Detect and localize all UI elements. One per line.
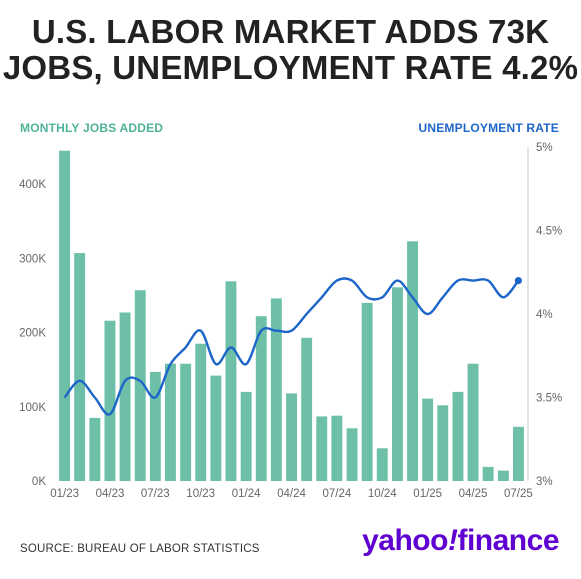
- jobs-bar: [134, 290, 146, 481]
- jobs-bar: [225, 281, 237, 481]
- jobs-bar: [286, 393, 297, 481]
- jobs-bar: [452, 391, 464, 481]
- jobs-bar: [119, 312, 131, 481]
- unemployment-line: [63, 277, 520, 416]
- jobs-bar: [89, 417, 101, 481]
- jobs-bar: [392, 287, 403, 481]
- jobs-bar: [240, 391, 252, 481]
- x-axis-tick-label: 07/25: [504, 488, 533, 500]
- jobs-bar: [437, 405, 449, 481]
- jobs-bar: [59, 150, 70, 481]
- x-axis-tick-label: 01/23: [50, 488, 79, 500]
- jobs-bar: [270, 298, 282, 481]
- right-axis-tick-label: 4.5%: [536, 226, 562, 238]
- jobs-bar: [210, 375, 222, 481]
- right-axis-label: UNEMPLOYMENT RATE: [418, 121, 559, 135]
- jobs-bar: [301, 337, 313, 481]
- left-axis-tick-label: 400K: [19, 179, 46, 191]
- left-axis-tick-label: 200K: [19, 328, 46, 340]
- logo-bang: !: [447, 524, 458, 557]
- left-axis-tick-label: 100K: [19, 402, 46, 414]
- chart-title: U.S. LABOR MARKET ADDS 73K JOBS, UNEMPLO…: [0, 14, 581, 86]
- jobs-bar: [180, 363, 192, 481]
- jobs-bar: [482, 466, 494, 481]
- logo-finance: finance: [457, 524, 559, 557]
- x-axis-tick-label: 01/25: [413, 488, 442, 500]
- x-axis-tick-label: 10/24: [368, 488, 397, 500]
- jobs-bar: [255, 316, 267, 481]
- right-axis-tick-label: 5%: [536, 142, 553, 154]
- left-axis-tick-label: 0K: [32, 476, 46, 488]
- right-axis-tick-label: 3%: [536, 476, 553, 488]
- jobs-bar: [331, 415, 343, 481]
- jobs-bar: [467, 363, 479, 481]
- x-axis-tick-label: 10/23: [186, 488, 215, 500]
- jobs-bar: [376, 448, 388, 481]
- jobs-bar: [195, 343, 207, 481]
- right-axis-tick-label: 4%: [536, 309, 553, 321]
- jobs-bar: [497, 470, 509, 481]
- x-axis-ticks: 01/23 04/23 07/23 10/23 01/24 04/24 07/24 10/24…: [50, 488, 533, 500]
- logo-yahoo: yahoo: [362, 524, 448, 557]
- left-axis-tick-label: 300K: [19, 253, 46, 265]
- bar-series: [59, 150, 524, 481]
- x-axis-tick-label: 07/24: [323, 488, 352, 500]
- jobs-bar: [104, 320, 116, 481]
- x-axis-tick-label: 04/25: [459, 488, 488, 500]
- jobs-bar: [407, 241, 418, 481]
- yahoo-finance-logo: yahoo!finance: [362, 524, 559, 558]
- jobs-bar: [361, 302, 373, 481]
- jobs-bar: [346, 428, 358, 481]
- x-axis-tick-label: 01/24: [232, 488, 261, 500]
- x-axis-tick-label: 07/23: [141, 488, 170, 500]
- source-note: SOURCE: BUREAU OF LABOR STATISTICS: [20, 543, 260, 555]
- right-axis-tick-label: 3.5%: [536, 393, 562, 405]
- jobs-bar: [422, 398, 434, 481]
- left-axis-ticks: 0K 100K 200K 300K 400K: [19, 179, 46, 488]
- jobs-bar: [74, 253, 86, 481]
- x-axis-tick-label: 04/23: [96, 488, 125, 500]
- right-axis-ticks: 3% 3.5% 4% 4.5% 5%: [536, 142, 562, 488]
- x-axis-tick-label: 04/24: [277, 488, 306, 500]
- left-axis-label: MONTHLY JOBS ADDED: [20, 121, 164, 135]
- jobs-bar: [149, 371, 161, 481]
- jobs-bar: [513, 426, 524, 481]
- jobs-bar: [165, 363, 176, 481]
- title-line-2: JOBS, UNEMPLOYMENT RATE 4.2%: [2, 49, 579, 86]
- title-line-1: U.S. LABOR MARKET ADDS 73K: [31, 13, 550, 50]
- jobs-bar: [316, 416, 328, 481]
- unemployment-end-marker: [514, 277, 523, 285]
